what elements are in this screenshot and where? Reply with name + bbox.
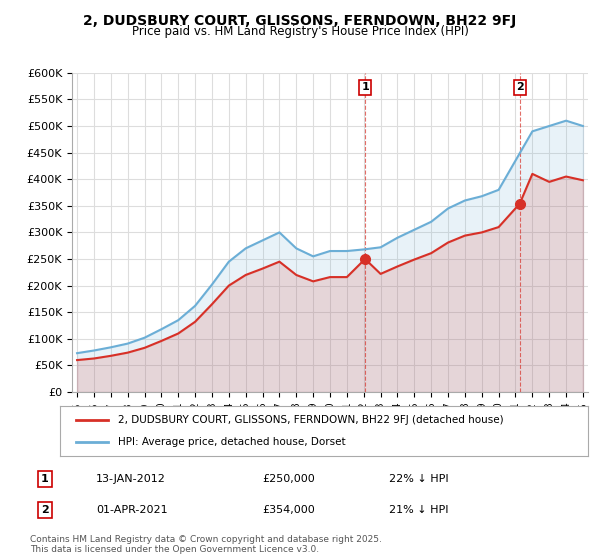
Text: 2: 2 [516, 82, 524, 92]
Text: £250,000: £250,000 [262, 474, 314, 484]
Text: Price paid vs. HM Land Registry's House Price Index (HPI): Price paid vs. HM Land Registry's House … [131, 25, 469, 38]
Text: 01-APR-2021: 01-APR-2021 [96, 505, 168, 515]
Text: 1: 1 [41, 474, 49, 484]
Text: 2: 2 [41, 505, 49, 515]
Text: 2, DUDSBURY COURT, GLISSONS, FERNDOWN, BH22 9FJ: 2, DUDSBURY COURT, GLISSONS, FERNDOWN, B… [83, 14, 517, 28]
Text: 22% ↓ HPI: 22% ↓ HPI [389, 474, 448, 484]
Text: 21% ↓ HPI: 21% ↓ HPI [389, 505, 448, 515]
Text: HPI: Average price, detached house, Dorset: HPI: Average price, detached house, Dors… [118, 437, 346, 447]
Text: £354,000: £354,000 [262, 505, 314, 515]
Text: 13-JAN-2012: 13-JAN-2012 [96, 474, 166, 484]
Text: 1: 1 [361, 82, 369, 92]
Text: Contains HM Land Registry data © Crown copyright and database right 2025.
This d: Contains HM Land Registry data © Crown c… [30, 535, 382, 554]
Text: 2, DUDSBURY COURT, GLISSONS, FERNDOWN, BH22 9FJ (detached house): 2, DUDSBURY COURT, GLISSONS, FERNDOWN, B… [118, 415, 504, 425]
